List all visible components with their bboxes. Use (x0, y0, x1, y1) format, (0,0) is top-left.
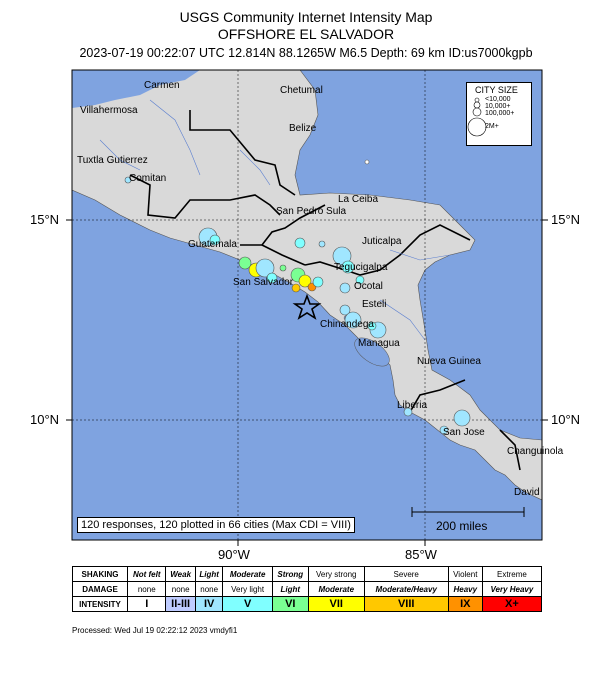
city-label: Tuxtla Gutierrez (77, 155, 148, 166)
city-label: Chetumal (280, 85, 323, 96)
city-label: Comitan (129, 173, 166, 184)
shaking-cell: Light (194, 566, 224, 582)
lat-label-10n-left: 10°N (30, 412, 60, 427)
city-label: Chinandega (320, 319, 374, 330)
damage-cell: Very light (222, 581, 273, 597)
shaking-cell: Strong (271, 566, 309, 582)
lon-label-90w: 90°W (218, 547, 250, 562)
lat-label-15n-left: 15°N (30, 212, 60, 227)
lat-label-15n-right: 15°N (551, 212, 581, 227)
shaking-cell: Moderate (222, 566, 273, 582)
intensity-cell: II-III (165, 596, 196, 612)
intensity-cell: IV (194, 596, 224, 612)
city-label: San Pedro Sula (276, 206, 346, 217)
damage-cell: Moderate/Heavy (363, 581, 449, 597)
responses-summary: 120 responses, 120 plotted in 66 cities … (77, 517, 355, 533)
event-info: 2023-07-19 00:22:07 UTC 12.814N 88.1265W… (79, 46, 533, 60)
city-label: Villahermosa (80, 105, 138, 116)
shaking-cell: Severe (363, 566, 449, 582)
processed-timestamp: Processed: Wed Jul 19 02:22:12 2023 vmdy… (72, 626, 238, 635)
city-label: Changuinola (507, 446, 564, 457)
city-label: San Salvador (233, 277, 294, 288)
lat-label-10n-right: 10°N (551, 412, 581, 427)
city-label: San Jose (443, 427, 485, 438)
intensity-cell: I (126, 596, 167, 612)
intensity-cell: VII (307, 596, 365, 612)
damage-cell: Light (271, 581, 309, 597)
damage-cell: none (194, 581, 224, 597)
city-label: David (514, 487, 540, 498)
city-label: Managua (358, 338, 400, 349)
city-label: Nueva Guinea (417, 356, 481, 367)
shaking-cell: Not felt (126, 566, 167, 582)
city-label: Carmen (144, 80, 180, 91)
shaking-cell: Violent (447, 566, 483, 582)
intensity-label: INTENSITY (72, 596, 128, 612)
scale-bar (411, 507, 525, 517)
damage-cell: Very Heavy (481, 581, 543, 597)
city-size-row: 10,000+ (485, 103, 511, 110)
shaking-cell: Extreme (481, 566, 543, 582)
city-size-row: 2M+ (485, 123, 499, 130)
intensity-cell: VI (271, 596, 309, 612)
intensity-cell: V (222, 596, 273, 612)
damage-cell: none (165, 581, 196, 597)
city-label: Ocotal (354, 281, 383, 292)
city-size-title: CITY SIZE (475, 85, 518, 95)
city-label: Esteli (362, 299, 386, 310)
damage-cell: none (126, 581, 167, 597)
map-title: USGS Community Internet Intensity Map (179, 9, 433, 25)
shaking-cell: Very strong (307, 566, 365, 582)
city-label: Belize (289, 123, 317, 134)
city-size-legend: CITY SIZE <10,000 10,000+ 100,000+ 2M+ (466, 82, 532, 146)
shaking-label: SHAKING (72, 566, 128, 582)
lon-label-85w: 85°W (405, 547, 437, 562)
damage-label: DAMAGE (72, 581, 128, 597)
city-label: Tegucigalpa (334, 262, 388, 273)
intensity-cell: VIII (363, 596, 449, 612)
scale-label: 200 miles (436, 519, 488, 533)
epicenter-star (292, 293, 322, 320)
intensity-cell: X+ (481, 596, 543, 612)
city-label: Guatemala (188, 239, 237, 250)
city-size-row: 100,000+ (485, 110, 515, 117)
city-label: Juticalpa (362, 236, 402, 247)
intensity-legend: SHAKING Not felt Weak Light Moderate Strong Ve… (72, 566, 543, 612)
city-size-row: <10,000 (485, 96, 511, 103)
city-label: Liberia (397, 400, 427, 411)
intensity-cell: IX (447, 596, 483, 612)
damage-cell: Heavy (447, 581, 483, 597)
shaking-cell: Weak (165, 566, 196, 582)
damage-cell: Moderate (307, 581, 365, 597)
region-title: OFFSHORE EL SALVADOR (217, 26, 395, 42)
city-label: La Ceiba (338, 194, 378, 205)
